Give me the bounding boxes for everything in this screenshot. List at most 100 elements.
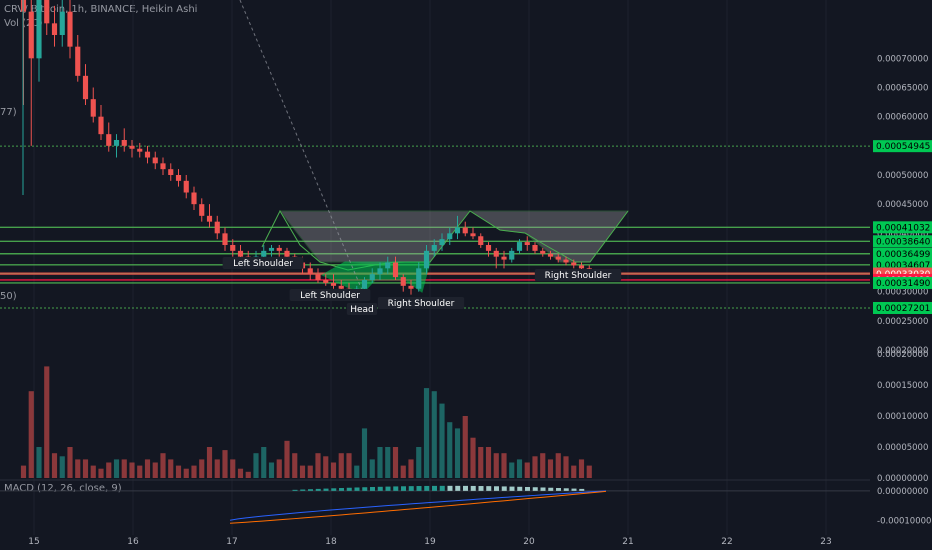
volume-bar <box>338 453 344 478</box>
volume-bar <box>20 465 27 478</box>
candle-body <box>516 242 523 251</box>
time-tick-label: 16 <box>127 537 139 547</box>
price-tag-label: 0.00027201 <box>876 304 930 314</box>
price-tag-box <box>873 235 932 248</box>
candle-body <box>168 169 174 175</box>
price-tick-label: 0.00070000 <box>877 54 928 64</box>
price-tick-label: 0.00040000 <box>877 229 928 239</box>
volume-bar <box>369 459 375 478</box>
volume-tick-label: 0.00015000 <box>877 381 928 391</box>
macd-indicator-label[interactable]: MACD (12, 26, close, 9) <box>4 483 122 494</box>
volume-bar <box>90 465 96 478</box>
candle-body <box>431 245 437 251</box>
candle-body <box>206 215 213 222</box>
candle-body <box>493 250 499 257</box>
volume-bar <box>354 465 360 478</box>
candle-body <box>129 145 135 149</box>
volume-bar <box>454 428 461 478</box>
volume-bar <box>470 437 476 478</box>
macd-histogram-bar <box>532 487 538 491</box>
macd-histogram-bar <box>525 487 530 491</box>
time-axis[interactable]: 15 16 17 18 19 20 21 22 23 <box>28 537 831 547</box>
macd-histogram-bar <box>315 488 321 491</box>
volume-bar <box>36 447 42 478</box>
volume-bar <box>152 462 158 478</box>
volume-bar <box>423 388 430 478</box>
candle-body <box>400 277 406 286</box>
volume-bar <box>555 453 561 478</box>
candle-body <box>230 245 236 251</box>
price-tick-label: 0.00045000 <box>877 200 928 210</box>
macd-histogram-bar <box>424 485 430 491</box>
macd-histogram-bar <box>385 486 391 491</box>
volume-bar <box>51 453 58 478</box>
volume-bar <box>214 459 220 478</box>
macd-histogram-bar <box>377 486 383 491</box>
price-tick-label: 0.00060000 <box>877 113 928 123</box>
time-tick-label: 21 <box>622 537 633 547</box>
candle-body <box>214 221 220 234</box>
time-tick-label: 17 <box>226 537 237 547</box>
candle-body <box>183 180 189 193</box>
pattern-label-box <box>289 289 371 301</box>
macd-histogram-bar <box>331 488 337 491</box>
volume-bar <box>206 447 213 478</box>
time-tick-label: 20 <box>523 537 535 547</box>
candle-body <box>439 239 445 245</box>
macd-histogram-bar <box>416 486 422 491</box>
price-tag-label: 0.00054945 <box>876 142 930 152</box>
volume-bar <box>168 459 174 478</box>
candle-body <box>416 268 422 289</box>
price-tag-label: 0.00041032 <box>876 223 930 233</box>
signal-line <box>229 490 607 524</box>
macd-histogram-bar <box>556 488 561 491</box>
candle-body <box>137 148 143 152</box>
price-axis[interactable]: 0.000700000.000650000.000600000.00055000… <box>873 54 932 526</box>
candle-body <box>59 11 65 35</box>
macd-histogram-bar <box>292 489 298 491</box>
candle-body <box>237 250 244 257</box>
candle-body <box>470 233 476 237</box>
volume-bar <box>447 422 453 478</box>
macd-line <box>229 490 607 521</box>
candle-body <box>191 192 197 205</box>
candle-body <box>369 274 375 280</box>
price-tick-label: 0.00065000 <box>877 84 928 94</box>
pattern-label: Left Shoulder <box>300 291 360 301</box>
price-tag-box <box>873 276 932 289</box>
candle-body <box>338 285 344 289</box>
volume-bar <box>129 462 135 478</box>
macd-histogram-bar <box>501 486 507 491</box>
pattern-triangle-large <box>278 210 629 266</box>
volume-bar <box>222 450 228 478</box>
left-level-label-bottom: 50) <box>0 291 17 302</box>
volume-bar <box>509 462 515 478</box>
volume-bar <box>237 468 244 478</box>
volume-bar <box>113 459 120 478</box>
candle-body <box>268 247 275 251</box>
macd-histogram-bar <box>346 487 352 491</box>
pattern-annotations: Left Shoulder Left Shoulder Head Right Shou… <box>222 257 622 315</box>
volume-bar <box>400 465 406 478</box>
pattern-label: Right Shoulder <box>388 299 455 309</box>
candle-body <box>408 285 414 289</box>
volume-bar <box>261 447 267 478</box>
volume-bar <box>82 459 89 478</box>
price-tick-label: 0.00025000 <box>877 317 928 327</box>
pattern-label: Right Shoulder <box>545 271 612 281</box>
volume-bar <box>44 366 50 478</box>
volume-bar <box>516 459 523 478</box>
symbol-title[interactable]: CRV/ Bitcoin, 1h, BINANCE, Heikin Ashi <box>4 4 198 15</box>
candle-body <box>578 265 585 269</box>
candle-body <box>532 245 538 251</box>
volume-bar <box>175 465 182 478</box>
price-tick-label: 0.00020000 <box>877 346 928 356</box>
candle-body <box>454 227 461 234</box>
macd-histogram-bar <box>548 487 554 491</box>
candle-body <box>175 175 182 181</box>
candle-body <box>307 268 313 275</box>
candle-body <box>485 245 492 251</box>
volume-bar <box>416 447 422 478</box>
macd-histogram-bar <box>401 486 406 491</box>
